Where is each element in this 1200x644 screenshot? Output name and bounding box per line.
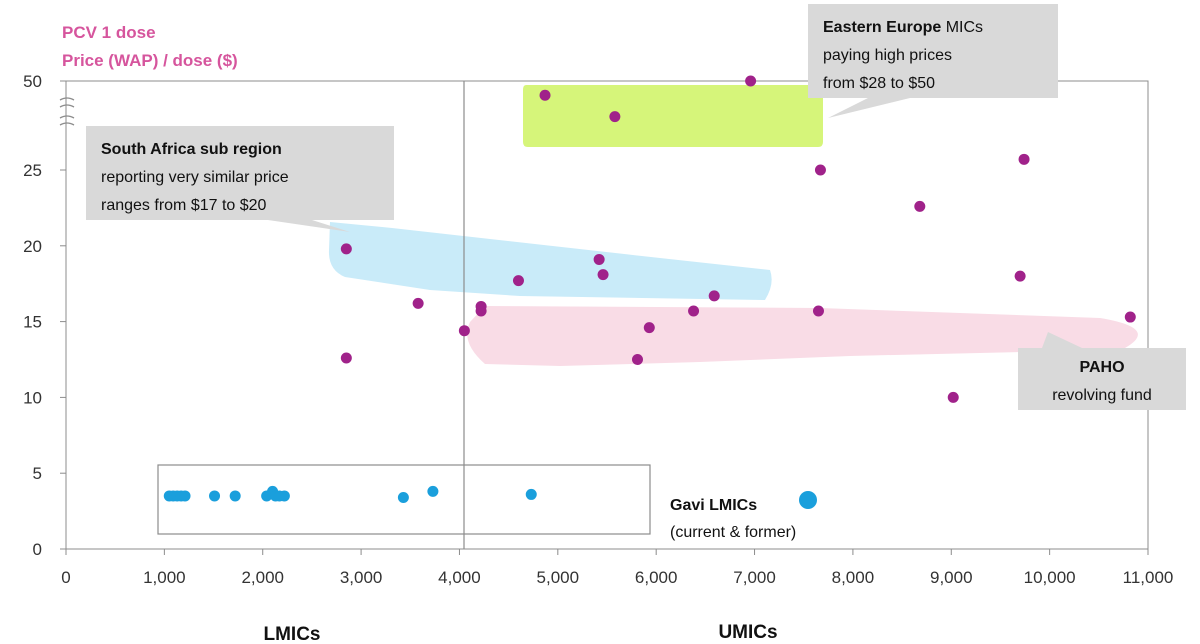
paho-callout: [1018, 348, 1186, 410]
x-tick-label: 3,000: [340, 568, 383, 587]
gavi-price-point: [179, 490, 191, 502]
x-tick-label: 8,000: [832, 568, 875, 587]
gavi-lmic-box: [157, 464, 651, 535]
umic-price-point: [1018, 153, 1030, 165]
x-tick-label: 1,000: [143, 568, 186, 587]
y-axis-label-line-1: PCV 1 dose: [62, 23, 156, 42]
eastern-europe-callout-line-2: paying high prices: [823, 47, 952, 64]
umic-price-point: [708, 290, 720, 302]
x-tick-label: 9,000: [930, 568, 973, 587]
umic-price-point: [1124, 311, 1136, 323]
umic-price-point: [688, 305, 700, 317]
paho-callout-line-2: revolving fund: [1052, 387, 1152, 404]
plot-frame: [65, 80, 1149, 550]
gavi-price-point: [229, 490, 241, 502]
south-africa-callout-line-2: reporting very similar price: [101, 169, 289, 186]
x-tick-label: 2,000: [241, 568, 284, 587]
umic-price-point: [814, 164, 826, 176]
y-tick-label: 50: [23, 72, 42, 91]
y-tick-label: 25: [23, 161, 42, 180]
y-tick-label: 15: [23, 313, 42, 332]
umic-price-point: [458, 325, 470, 337]
umic-price-point: [512, 275, 524, 287]
y-axis-break: [59, 97, 75, 126]
south-africa-callout-line-3: ranges from $17 to $20: [101, 197, 267, 214]
gavi-price-point: [427, 485, 439, 497]
y-tick-label: 5: [33, 464, 42, 483]
umic-price-point: [745, 75, 757, 87]
umic-price-point: [609, 111, 621, 123]
eastern-europe-callout-pointer: [828, 98, 910, 118]
gavi-sub-label: (current & former): [670, 524, 796, 541]
paho-callout-pointer: [1042, 332, 1082, 348]
umic-price-point: [631, 354, 643, 365]
x-axis: 0 1,000 2,000 3,000 4,000 5,000 6,000 7,000 8,00…: [61, 549, 1173, 587]
gavi-price-point: [278, 490, 290, 502]
gavi-price-point: [209, 490, 221, 502]
south-africa-callout-pointer: [268, 220, 350, 232]
umic-price-point: [340, 243, 352, 255]
y-tick-label: 20: [23, 237, 42, 256]
eastern-europe-band: [523, 85, 823, 147]
y-axis: 0 5 10 15 20 25 50: [23, 72, 66, 559]
paho-band: [467, 306, 1138, 366]
eastern-europe-callout-line-3: from $28 to $50: [823, 75, 935, 92]
gavi-price-point: [397, 491, 409, 503]
x-tick-label: 10,000: [1024, 568, 1076, 587]
paho-callout-line-1: PAHO: [1079, 359, 1124, 376]
umic-price-point: [914, 200, 926, 212]
umic-price-point: [539, 89, 551, 101]
x-tick-label: 7,000: [733, 568, 776, 587]
data-points: [163, 75, 1136, 503]
umic-price-point: [475, 305, 487, 317]
umic-price-point: [593, 253, 605, 265]
gavi-price-point: [525, 488, 537, 500]
umic-price-point: [412, 297, 424, 309]
umic-price-point: [643, 322, 655, 334]
south-africa-callout: [86, 126, 394, 220]
umic-price-point: [1014, 270, 1026, 282]
category-label-lmics: LMICs: [264, 624, 321, 644]
umic-price-point: [947, 391, 959, 403]
gavi-label: Gavi LMICs: [670, 497, 757, 514]
category-label-umics: UMICs: [718, 622, 777, 643]
y-tick-label: 0: [33, 540, 42, 559]
y-tick-label: 10: [23, 388, 42, 407]
south-africa-callout-line-1: South Africa sub region: [101, 141, 282, 158]
x-tick-label: 0: [61, 568, 70, 587]
x-tick-label: 6,000: [635, 568, 678, 587]
umic-price-point: [340, 352, 352, 364]
x-tick-label: 4,000: [438, 568, 481, 587]
y-axis-label-line-2: Price (WAP) / dose ($): [62, 51, 238, 70]
x-tick-label: 11,000: [1123, 568, 1174, 587]
south-africa-band: [328, 222, 772, 300]
gavi-legend-dot: [799, 491, 817, 509]
umic-price-point: [812, 305, 824, 317]
umic-price-point: [597, 269, 609, 281]
eastern-europe-callout-line-1: Eastern Europe MICs: [823, 19, 983, 36]
eastern-europe-callout: [808, 4, 1058, 98]
x-tick-label: 5,000: [537, 568, 580, 587]
